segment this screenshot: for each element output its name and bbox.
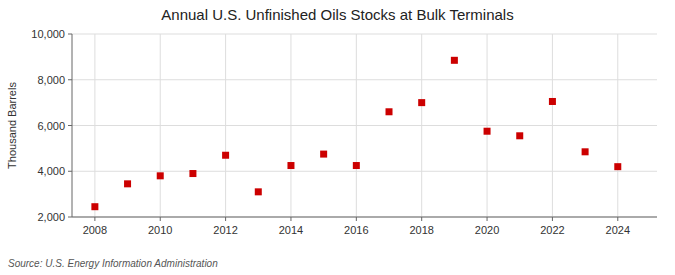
point: [386, 108, 393, 115]
x-tick: [225, 217, 226, 221]
x-tick-label: 2022: [540, 224, 564, 236]
x-tick: [160, 217, 161, 221]
point: [614, 163, 621, 170]
x-tick: [356, 217, 357, 221]
x-tick: [290, 217, 291, 221]
y-tick: [68, 79, 72, 80]
point: [516, 132, 523, 139]
x-tick-label: 2024: [606, 224, 630, 236]
x-grid-line: [225, 34, 226, 217]
point: [157, 172, 164, 179]
x-grid-line: [617, 34, 618, 217]
point: [189, 170, 196, 177]
x-axis-line: [72, 217, 657, 218]
point: [222, 152, 229, 159]
x-grid-line: [94, 34, 95, 217]
x-grid-line: [421, 34, 422, 217]
y-axis-line: [72, 34, 73, 217]
chart: Annual U.S. Unfinished Oils Stocks at Bu…: [0, 0, 675, 275]
y-tick-label: 10,000: [31, 28, 65, 40]
point: [124, 180, 131, 187]
x-grid-line: [552, 34, 553, 217]
y-grid-line: [72, 217, 657, 218]
x-grid-line: [160, 34, 161, 217]
point: [549, 98, 556, 105]
point: [320, 151, 327, 158]
y-tick: [68, 171, 72, 172]
x-tick: [487, 217, 488, 221]
point: [353, 162, 360, 169]
point: [451, 57, 458, 64]
grid: [72, 34, 657, 217]
x-tick: [617, 217, 618, 221]
point: [582, 148, 589, 155]
x-tick-label: 2010: [148, 224, 172, 236]
y-tick-label: 2,000: [37, 211, 65, 223]
x-tick: [552, 217, 553, 221]
title: Annual U.S. Unfinished Oils Stocks at Bu…: [161, 6, 513, 23]
point: [484, 128, 491, 135]
source: Source: U.S. Energy Information Administ…: [8, 258, 218, 269]
x-tick: [421, 217, 422, 221]
x-grid-line: [487, 34, 488, 217]
points: [91, 57, 621, 210]
axes: 2,000 4,000 6,000 8,000 10,000 2008 2010 2012 20…: [31, 28, 657, 236]
x-tick-label: 2016: [344, 224, 368, 236]
y-tick-label: 6,000: [37, 120, 65, 132]
point: [91, 203, 98, 210]
chart-container: Annual U.S. Unfinished Oils Stocks at Bu…: [0, 0, 675, 275]
point: [255, 188, 262, 195]
x-tick-label: 2008: [83, 224, 107, 236]
y-tick: [68, 217, 72, 218]
y-tick-label: 4,000: [37, 165, 65, 177]
x-tick-label: 2020: [475, 224, 499, 236]
x-tick-label: 2018: [409, 224, 433, 236]
x-tick-label: 2014: [279, 224, 303, 236]
x-grid-line: [356, 34, 357, 217]
x-grid-line: [290, 34, 291, 217]
y-tick-label: 8,000: [37, 74, 65, 86]
y-tick: [68, 34, 72, 35]
y-tick: [68, 125, 72, 126]
point: [287, 162, 294, 169]
x-tick: [94, 217, 95, 221]
point: [418, 99, 425, 106]
x-tick-label: 2012: [213, 224, 237, 236]
y-axis-label: Thousand Barrels: [6, 82, 18, 169]
